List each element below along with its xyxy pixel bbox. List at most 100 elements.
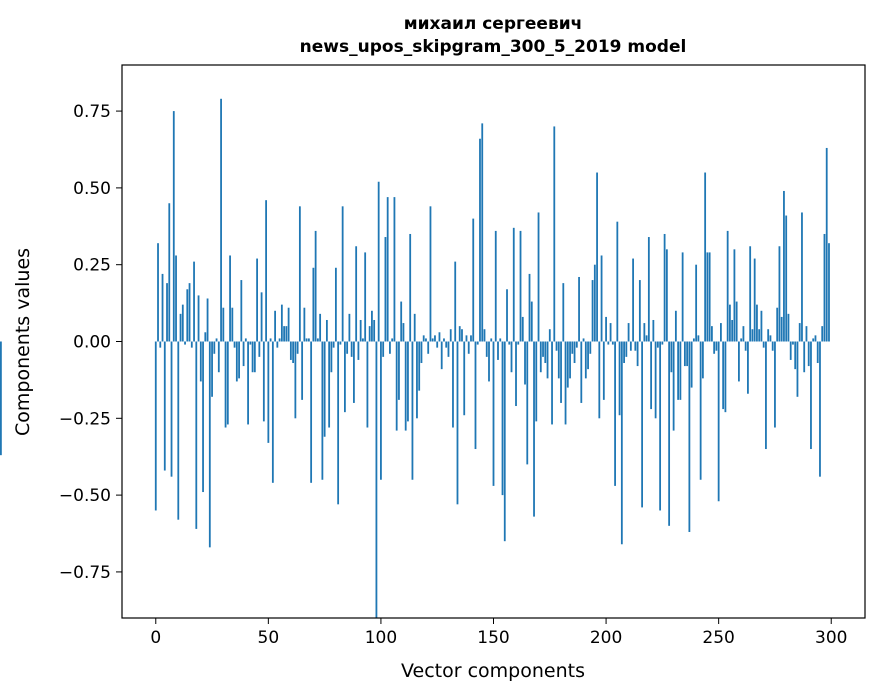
bar xyxy=(672,341,675,431)
bar xyxy=(202,341,204,493)
bar xyxy=(560,341,562,403)
bar xyxy=(215,338,218,342)
bar xyxy=(321,341,324,480)
bar xyxy=(686,341,689,367)
bar xyxy=(319,313,322,342)
bar xyxy=(240,280,243,342)
bar xyxy=(738,341,740,382)
bar xyxy=(683,341,686,367)
bar xyxy=(724,341,727,413)
bar xyxy=(632,258,634,342)
bar xyxy=(375,341,378,618)
bar xyxy=(508,341,511,345)
bar xyxy=(654,341,657,419)
bar xyxy=(733,249,736,342)
bar xyxy=(814,335,817,342)
bar xyxy=(467,341,470,354)
x-tick-label: 150 xyxy=(477,628,509,648)
bar xyxy=(510,341,513,373)
bar xyxy=(461,329,463,342)
bar xyxy=(537,212,540,342)
bar xyxy=(661,341,664,345)
bar xyxy=(325,319,328,342)
x-tick-label: 250 xyxy=(702,628,734,648)
bar xyxy=(783,190,785,342)
bar xyxy=(807,341,810,367)
bar xyxy=(258,341,261,357)
bar xyxy=(157,243,159,342)
bar xyxy=(670,341,673,373)
bar xyxy=(607,341,610,345)
bar xyxy=(641,341,643,508)
bar xyxy=(391,338,394,342)
bar xyxy=(359,319,362,342)
bar xyxy=(647,237,650,342)
bar xyxy=(695,264,698,342)
bar xyxy=(515,341,517,407)
bar xyxy=(238,341,240,379)
bar xyxy=(668,341,671,526)
bar xyxy=(247,341,249,425)
chart-title-line-1: михаил сергеевич xyxy=(404,14,583,34)
bar xyxy=(377,181,380,342)
bar xyxy=(776,307,779,342)
x-axis-label: Vector components xyxy=(401,660,585,682)
bar xyxy=(418,341,421,391)
bar xyxy=(436,341,439,348)
bar xyxy=(224,341,227,428)
bar xyxy=(722,341,725,410)
bar xyxy=(456,341,459,505)
bar xyxy=(794,341,797,370)
bar xyxy=(0,341,2,456)
bar xyxy=(501,341,504,496)
bar xyxy=(472,218,475,342)
bar xyxy=(688,341,691,532)
bar xyxy=(364,252,367,342)
bar xyxy=(544,341,547,364)
bar xyxy=(542,341,544,357)
bar xyxy=(434,335,436,342)
y-tick-label: −0.50 xyxy=(59,486,111,506)
bar xyxy=(287,307,290,342)
bar xyxy=(312,267,315,342)
bar xyxy=(596,172,598,342)
bar xyxy=(175,255,177,342)
bar xyxy=(172,111,175,342)
bar xyxy=(697,335,700,342)
bar xyxy=(634,341,637,351)
bar xyxy=(711,326,713,342)
bar xyxy=(575,341,578,348)
bar xyxy=(249,341,252,345)
bar xyxy=(571,341,574,354)
bar xyxy=(323,341,326,437)
bar xyxy=(600,255,603,342)
bar xyxy=(490,338,493,342)
bar xyxy=(337,341,340,505)
bar xyxy=(821,326,824,342)
bar xyxy=(519,230,522,342)
bar xyxy=(713,341,716,354)
bar xyxy=(231,307,234,342)
bar xyxy=(242,341,245,367)
bar xyxy=(589,341,592,354)
bar xyxy=(643,323,646,342)
bar xyxy=(620,341,623,545)
bar xyxy=(235,341,238,382)
bar xyxy=(380,341,382,480)
bar xyxy=(825,147,828,342)
bar xyxy=(431,338,434,342)
bar xyxy=(785,215,788,342)
bar xyxy=(262,341,265,422)
bar xyxy=(492,341,495,486)
bar xyxy=(339,341,342,345)
bar xyxy=(812,338,815,342)
bar xyxy=(269,338,272,342)
y-tick-label: 0.50 xyxy=(73,179,111,199)
bar xyxy=(774,341,776,428)
bar xyxy=(656,341,659,348)
bar xyxy=(190,341,193,348)
bar xyxy=(416,341,418,419)
bar xyxy=(154,341,157,511)
bar xyxy=(256,258,258,342)
bar xyxy=(420,341,423,364)
